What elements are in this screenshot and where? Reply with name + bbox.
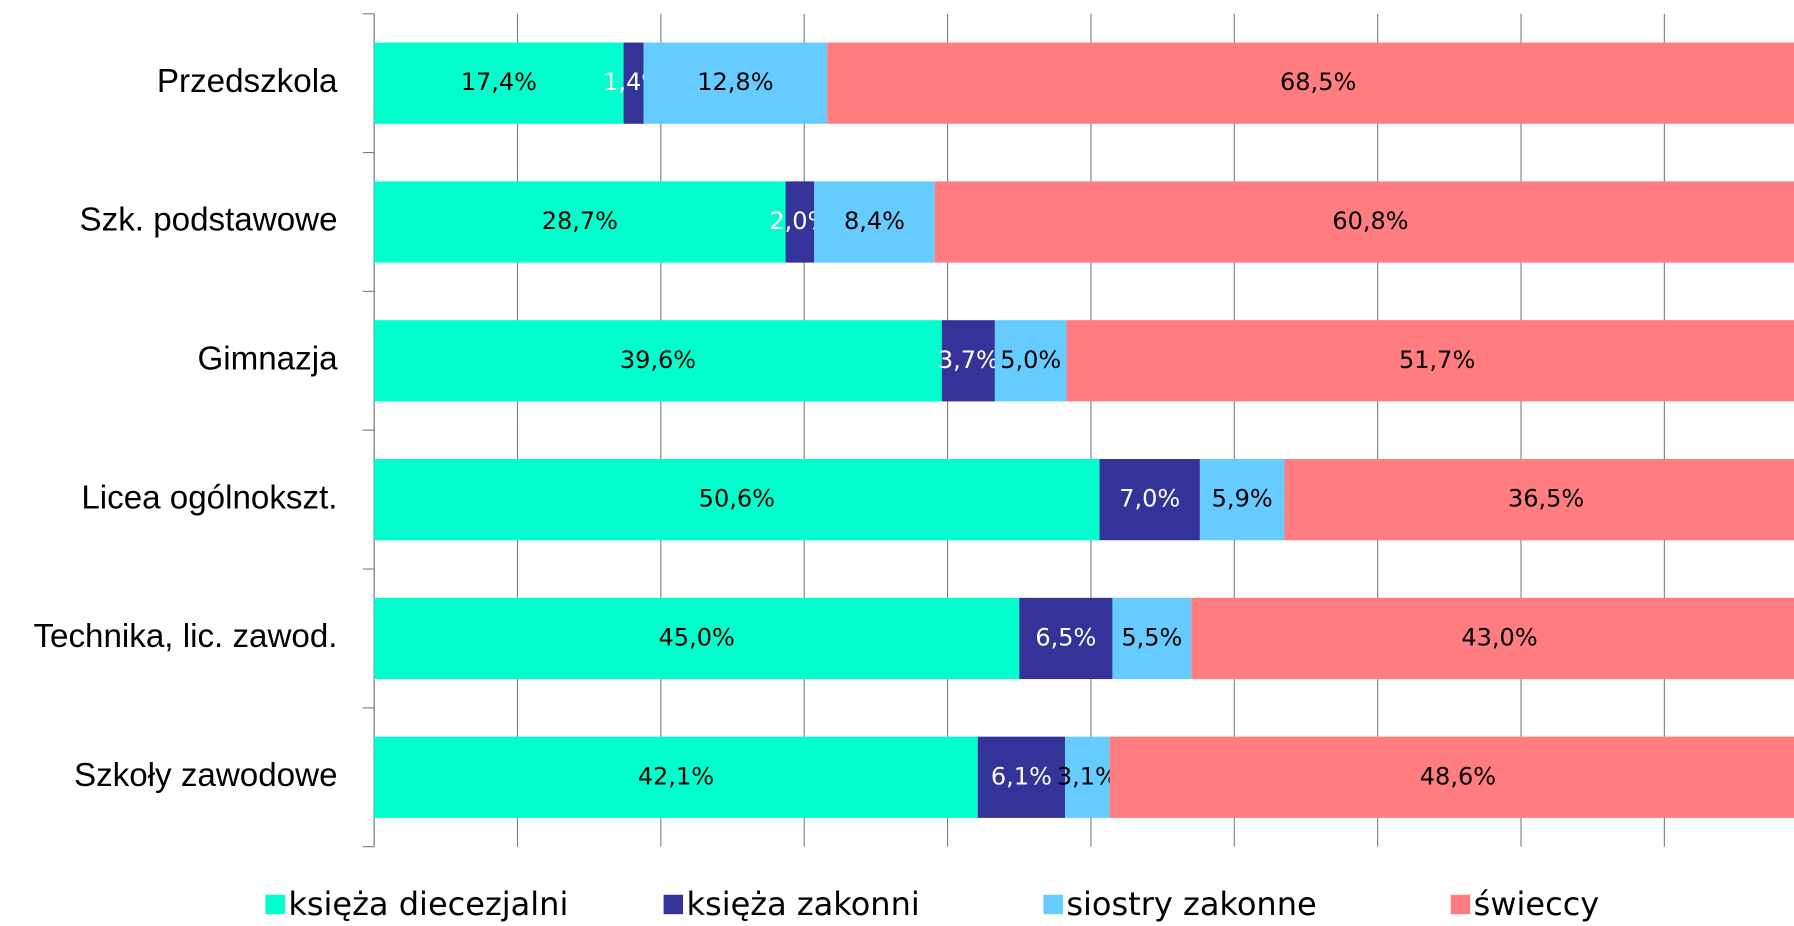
data-label: 68,5% — [1280, 68, 1356, 96]
data-label: 6,1% — [991, 762, 1052, 790]
data-label: 51,7% — [1399, 346, 1475, 374]
data-label: 42,1% — [638, 762, 714, 790]
bar-segment — [374, 459, 1100, 541]
data-label: 36,5% — [1508, 485, 1584, 513]
data-label: 3,1% — [1057, 762, 1118, 790]
bar-segment — [1109, 736, 1794, 818]
legend-label: księża zakonni — [686, 885, 919, 923]
bar-segment — [785, 181, 815, 263]
bar-segment — [934, 181, 1794, 263]
bar-segment — [1112, 597, 1192, 680]
bar-segment — [814, 181, 935, 263]
bar-segment — [623, 42, 644, 124]
legend-label: siostry zakonne — [1066, 885, 1316, 923]
y-tick-label: Gimnazja — [197, 341, 338, 378]
bar-segment — [827, 42, 1794, 124]
bar-segment — [977, 736, 1066, 818]
bar-segment — [941, 320, 995, 402]
data-label: 43,0% — [1461, 623, 1537, 651]
data-label: 7,0% — [1119, 485, 1180, 513]
bar-segment — [1199, 459, 1285, 541]
data-label: 60,8% — [1332, 207, 1408, 235]
y-tick-label: Szkoły zawodowe — [74, 757, 338, 794]
bar-segment — [994, 320, 1067, 402]
data-label: 8,4% — [844, 207, 905, 235]
data-label: 5,0% — [1000, 346, 1061, 374]
data-label: 28,7% — [542, 207, 618, 235]
data-label: 39,6% — [620, 346, 696, 374]
bar-segment — [374, 42, 624, 124]
data-label: 3,7% — [938, 346, 999, 374]
data-label: 48,6% — [1420, 762, 1496, 790]
y-tick-label: Przedszkola — [157, 63, 338, 100]
bar-segment — [1284, 459, 1794, 541]
bar-segment — [1099, 459, 1200, 541]
legend-swatch — [265, 894, 285, 915]
legend-swatch — [663, 894, 684, 915]
bar-segment — [374, 181, 786, 263]
legend-swatch — [1043, 894, 1063, 915]
bar-segment — [1066, 320, 1794, 402]
legend-label: księża diecezjalni — [288, 885, 568, 923]
data-label: 6,5% — [1035, 623, 1096, 651]
bar-segment — [1019, 597, 1113, 680]
data-label: 12,8% — [697, 68, 773, 96]
bar-segment — [374, 736, 978, 818]
y-tick-label: Licea ogólnokszt. — [81, 479, 337, 516]
bar-segment — [374, 597, 1020, 680]
y-tick-label: Szk. podstawowe — [80, 202, 338, 239]
legend-swatch — [1450, 894, 1471, 915]
bar-segment — [374, 320, 942, 402]
data-label: 45,0% — [659, 623, 735, 651]
data-label: 5,9% — [1212, 485, 1273, 513]
y-tick-label: Technika, lic. zawod. — [33, 618, 337, 655]
bar-segment — [1191, 597, 1794, 680]
data-label: 50,6% — [699, 485, 775, 513]
bar-segment — [643, 42, 828, 124]
data-label: 5,5% — [1121, 623, 1182, 651]
data-label: 17,4% — [461, 68, 537, 96]
bar-segment — [1065, 736, 1110, 818]
legend-label: świeccy — [1474, 885, 1600, 923]
